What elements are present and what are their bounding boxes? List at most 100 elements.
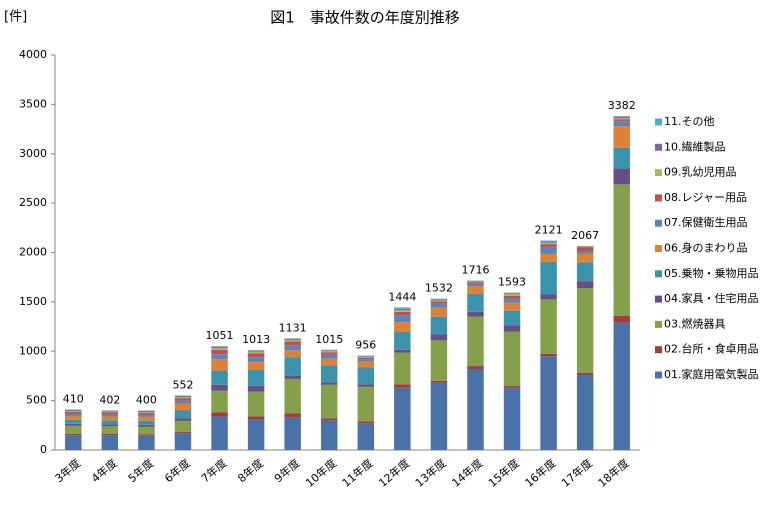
bar-segment: [394, 310, 410, 311]
bar-segment: [211, 347, 227, 348]
bar-segment: [248, 370, 264, 386]
bar-segment: [358, 387, 374, 422]
legend-swatch: [655, 220, 662, 227]
bar-segment: [394, 307, 410, 308]
x-tick-label: 7年度: [198, 456, 229, 485]
bar-segment: [613, 118, 629, 119]
bar-segment: [175, 396, 191, 397]
y-tick-label: 2000: [19, 246, 47, 259]
bar-segment: [102, 412, 118, 414]
bar-segment: [613, 117, 629, 118]
bar-segment: [577, 281, 593, 288]
bar-segment: [613, 184, 629, 315]
x-tick-label: 16年度: [522, 456, 559, 490]
x-tick-label: 11年度: [339, 456, 376, 490]
bar-segment: [175, 432, 191, 433]
legend-swatch: [655, 321, 662, 328]
bar-segment: [248, 362, 264, 370]
bar-segment: [467, 312, 483, 317]
legend-label: 08.レジャー用品: [664, 191, 747, 204]
bar-segment: [504, 296, 520, 299]
bar-segment: [577, 251, 593, 253]
bar-segment: [394, 384, 410, 387]
bar-segment: [138, 436, 154, 450]
bar-segment: [394, 350, 410, 353]
x-tick-label: 15年度: [485, 456, 522, 490]
bar-segment: [321, 352, 337, 354]
bar-segment: [138, 415, 154, 417]
legend-label: 01.家庭用電気製品: [664, 367, 759, 381]
x-tick-label: 9年度: [271, 456, 302, 485]
chart-title: 図1 事故件数の年度別推移: [270, 9, 460, 27]
bar-segment: [175, 421, 191, 432]
bar-segment: [175, 397, 191, 398]
x-tick-label: 17年度: [558, 456, 595, 490]
bar-segment: [138, 421, 154, 425]
bar-segment: [394, 332, 410, 350]
bar-segment: [540, 247, 556, 254]
bar-segment: [431, 304, 447, 308]
bar-segment: [504, 388, 520, 450]
bar-segment: [65, 416, 81, 420]
bar-segment: [65, 424, 81, 426]
y-tick-label: 0: [40, 443, 47, 456]
bar-segment: [102, 411, 118, 412]
bar-segment: [613, 119, 629, 121]
bar-segment: [540, 299, 556, 353]
legend-label: 06.身のまわり品: [664, 241, 748, 255]
legend-label: 04.家具・住宅用品: [664, 291, 759, 305]
bar-segment: [540, 354, 556, 356]
bar-segment: [540, 262, 556, 295]
x-tick-label: 6年度: [162, 456, 193, 485]
bar-segment: [431, 301, 447, 303]
total-label: 1015: [315, 333, 343, 346]
bar-segment: [504, 326, 520, 332]
bar-segment: [394, 312, 410, 315]
bar-segment: [321, 359, 337, 366]
bar-segment: [211, 350, 227, 354]
bar-segment: [102, 435, 118, 450]
bar-segment: [577, 253, 593, 262]
bar-segment: [284, 339, 300, 340]
legend-swatch: [655, 270, 662, 277]
bar-segment: [102, 424, 118, 426]
x-tick-label: 3年度: [52, 456, 83, 485]
legend-swatch: [655, 144, 662, 151]
bar-segment: [102, 434, 118, 435]
total-label: 2067: [571, 229, 599, 242]
bar-segment: [358, 421, 374, 423]
bar-segment: [504, 299, 520, 303]
bar-segment: [394, 353, 410, 385]
bar-segment: [284, 357, 300, 376]
bar-segment: [321, 355, 337, 359]
bar-segment: [577, 247, 593, 251]
bar-segment: [394, 322, 410, 332]
bar-segment: [248, 351, 264, 352]
bar-segment: [248, 416, 264, 419]
bar-segment: [431, 300, 447, 301]
bar-segment: [284, 376, 300, 379]
bar-segment: [284, 417, 300, 450]
y-tick-label: 1000: [19, 344, 47, 357]
bar-segment: [613, 126, 629, 148]
bar-segment: [284, 413, 300, 417]
bar-segment: [211, 412, 227, 416]
bar-segment: [138, 413, 154, 415]
bar-segment: [358, 368, 374, 385]
bar-segment: [211, 359, 227, 371]
total-label: 1593: [498, 276, 526, 289]
bar-segment: [577, 262, 593, 281]
bar-segment: [248, 386, 264, 392]
total-label: 402: [99, 393, 120, 406]
bar-segment: [431, 308, 447, 317]
bar-segment: [284, 350, 300, 357]
bar-segment: [431, 299, 447, 300]
legend-label: 05.乗物・乗物用品: [664, 266, 759, 280]
bar-segment: [540, 244, 556, 247]
bar-segment: [321, 350, 337, 351]
y-tick-label: 1500: [19, 295, 47, 308]
bar-segment: [467, 369, 483, 450]
bar-segment: [102, 420, 118, 424]
bar-segment: [504, 386, 520, 388]
y-tick-label: 500: [26, 394, 47, 407]
